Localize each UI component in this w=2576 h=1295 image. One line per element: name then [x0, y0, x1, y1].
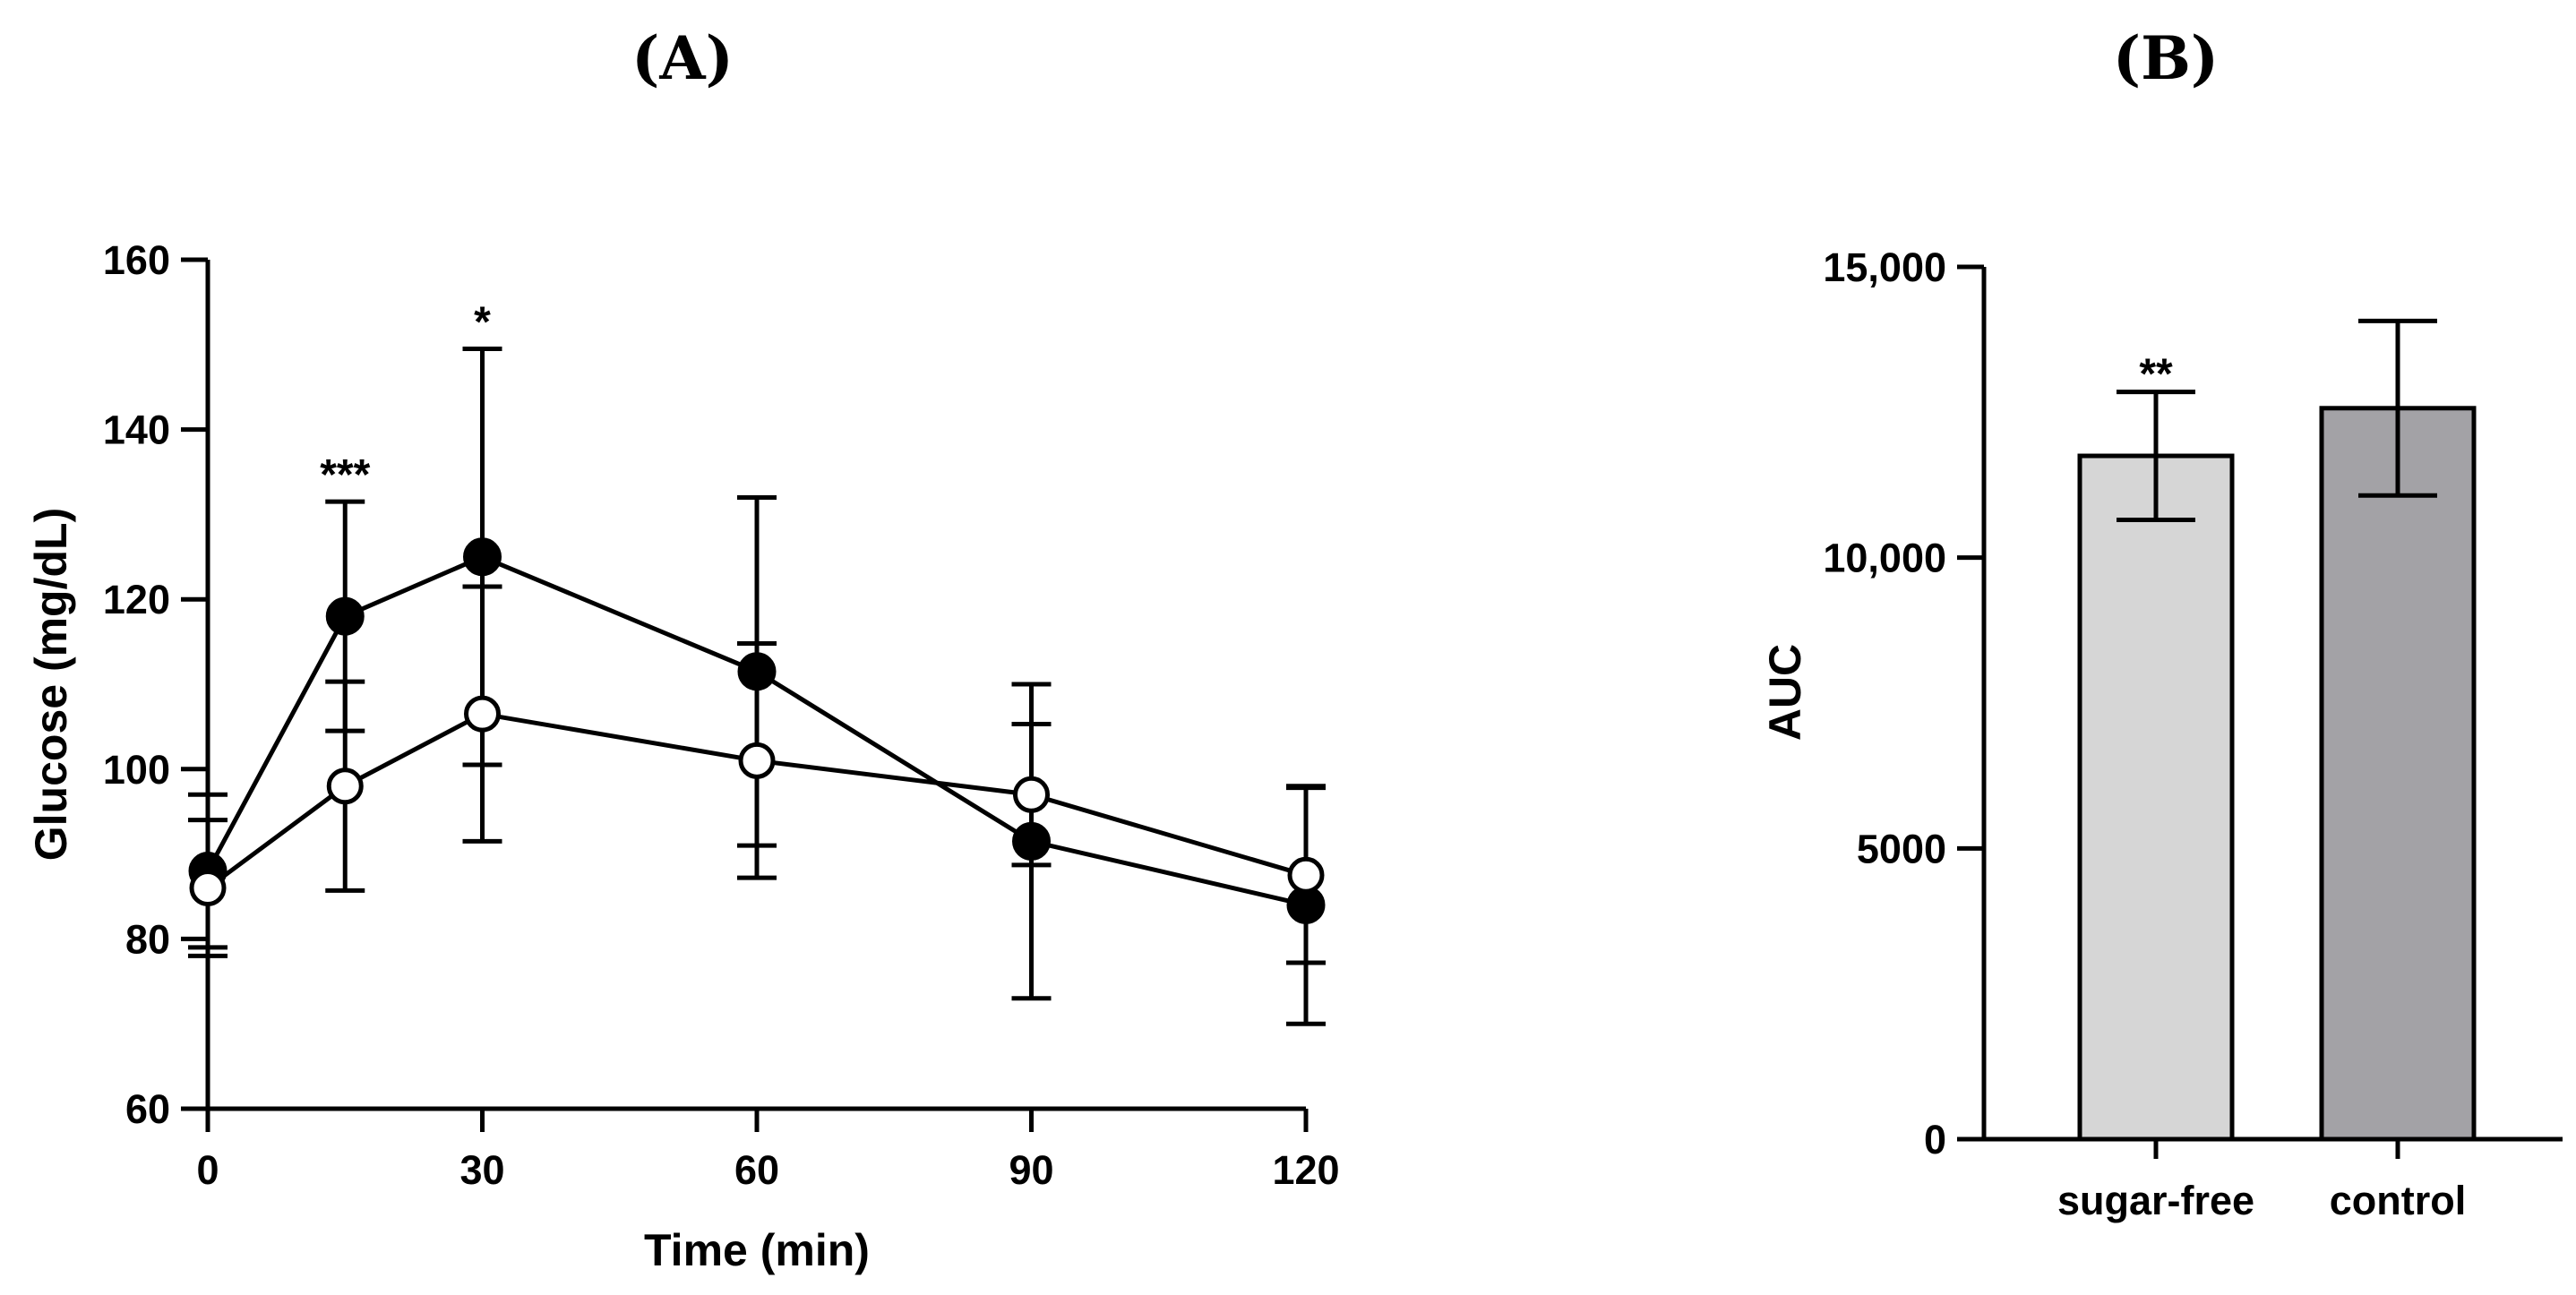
- x-tick-label: 0: [196, 1147, 219, 1193]
- data-points: [188, 537, 1326, 924]
- data-point-open: [189, 870, 227, 907]
- x-tick-label: control: [2330, 1178, 2467, 1223]
- y-tick-label: 80: [125, 916, 170, 962]
- data-point-open: [1013, 776, 1050, 813]
- y-tick-label: 120: [103, 577, 170, 622]
- x-tick-label: 60: [734, 1147, 779, 1193]
- significance-annotations: **: [2139, 351, 2173, 399]
- y-tick-label: 100: [103, 747, 170, 793]
- series-lines: [205, 554, 1307, 907]
- y-tick-label: 60: [125, 1086, 170, 1132]
- data-point-filled: [1012, 821, 1051, 861]
- series-line-sugar-free: [206, 711, 1307, 890]
- y-tick-label: 0: [1924, 1117, 1946, 1162]
- x-axis-ticks: sugar-free control: [2057, 1139, 2466, 1223]
- x-tick-label: 90: [1009, 1147, 1053, 1193]
- data-point-open: [738, 742, 776, 779]
- panel-a-label: (A): [631, 23, 734, 93]
- y-tick-label: 10,000: [1823, 536, 1946, 581]
- significance-annotations: ****: [320, 299, 491, 500]
- y-axis-title: AUC: [1760, 644, 1810, 741]
- y-tick-label: 15,000: [1823, 244, 1946, 290]
- data-point-open: [326, 768, 364, 805]
- series-line-control: [205, 554, 1307, 907]
- data-point-open: [464, 695, 501, 733]
- significance-marker: **: [2139, 351, 2173, 399]
- y-tick-label: 140: [103, 407, 170, 453]
- significance-marker: ***: [320, 451, 370, 499]
- data-point-filled: [325, 596, 365, 636]
- bar-sugar-free: [2077, 453, 2235, 1142]
- y-tick-label: 5000: [1857, 826, 1946, 871]
- y-tick-label: 160: [103, 237, 170, 283]
- significance-marker: *: [474, 299, 491, 347]
- bar-control: [2319, 406, 2477, 1142]
- y-axis-title: Glucose (mg/dL): [26, 508, 76, 861]
- x-axis-ticks: 0 30 60 90 120: [196, 1109, 1340, 1193]
- data-point-open: [1287, 856, 1325, 894]
- y-axis-ticks: 0 5000 10,000 15,000: [1823, 244, 1984, 1162]
- y-axis-ticks: 60 80 100 120 140 160: [103, 237, 208, 1132]
- bars: [2077, 318, 2477, 1142]
- x-axis-title: Time (min): [644, 1225, 870, 1275]
- data-point-filled: [463, 537, 502, 577]
- data-point-filled: [737, 652, 777, 691]
- x-tick-label: 30: [459, 1147, 504, 1193]
- x-tick-label: 120: [1272, 1147, 1339, 1193]
- panel-b-label: (B): [2113, 23, 2219, 93]
- x-tick-label: sugar-free: [2057, 1178, 2254, 1223]
